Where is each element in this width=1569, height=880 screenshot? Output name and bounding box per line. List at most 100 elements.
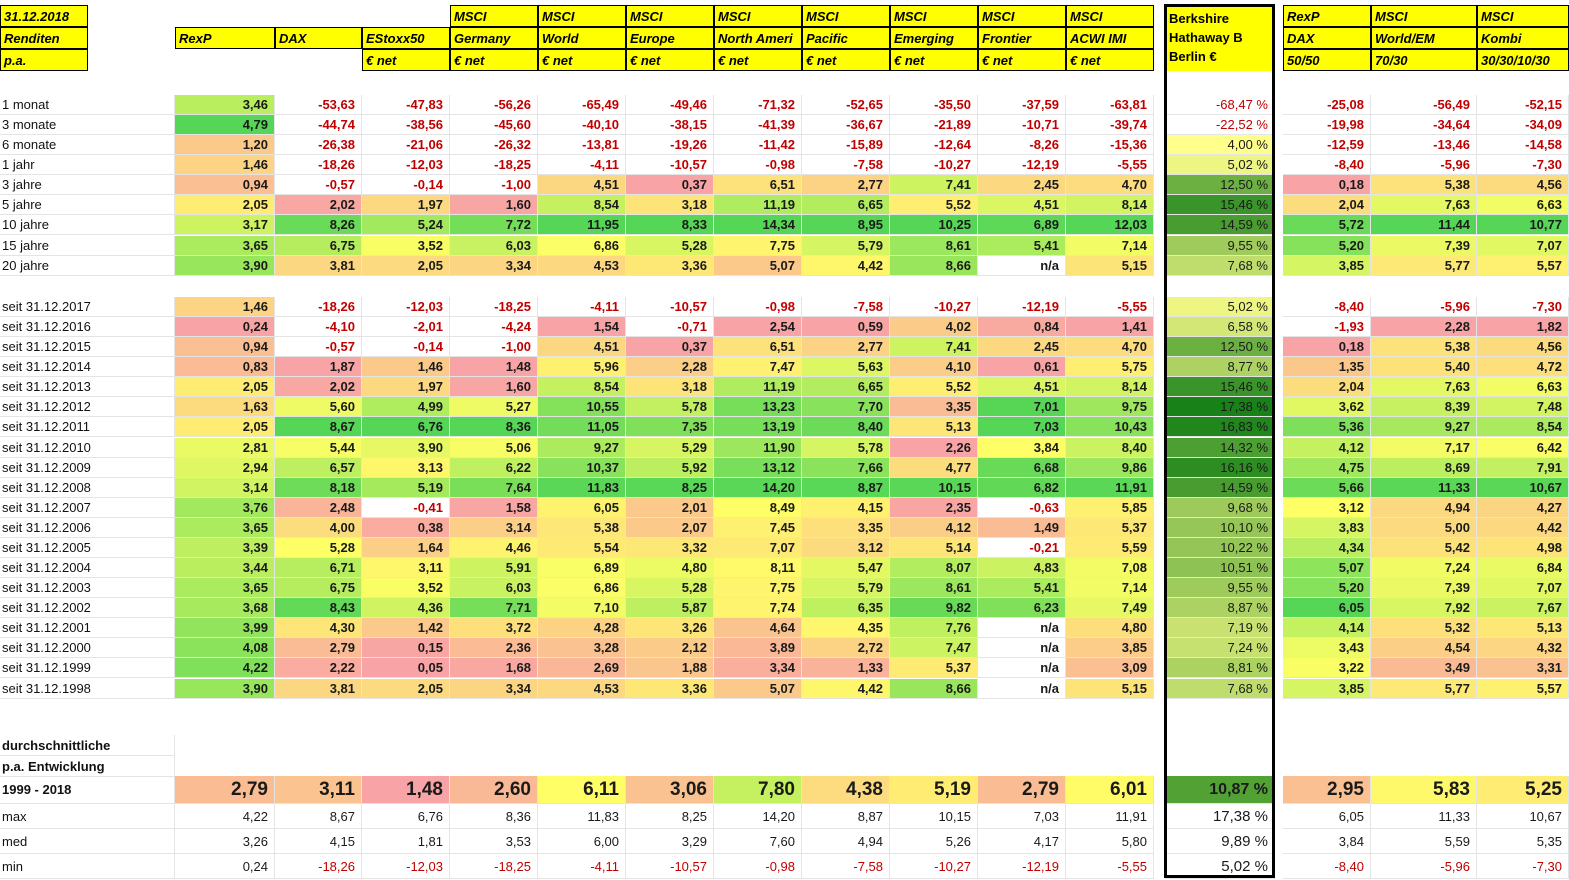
- value-cell: 8,54: [538, 377, 626, 398]
- value-cell: 7,75: [714, 578, 802, 599]
- value-cell: 8,66: [890, 255, 978, 276]
- value-cell: 2,05: [175, 417, 275, 438]
- value-cell: 5,37: [890, 658, 978, 679]
- value-cell: 6,22: [450, 457, 538, 478]
- value-cell: 8,33: [626, 215, 714, 236]
- value-cell: -39,74: [1066, 115, 1154, 136]
- average-value: 4,38: [802, 776, 890, 804]
- value-cell: 4,00: [275, 517, 362, 538]
- value-cell: 4,32: [1477, 638, 1569, 659]
- value-cell: 4,80: [626, 558, 714, 579]
- value-cell: 5,42: [1371, 537, 1477, 558]
- value-cell: -36,67: [802, 115, 890, 136]
- value-cell: 2,81: [175, 437, 275, 458]
- value-cell: 2,07: [626, 517, 714, 538]
- value-cell: 4,77: [890, 457, 978, 478]
- value-cell: 5,41: [978, 578, 1066, 599]
- value-cell: 2,77: [802, 337, 890, 358]
- value-cell: -4,10: [275, 317, 362, 338]
- value-cell: 11,95: [538, 215, 626, 236]
- column-header: € net: [978, 49, 1066, 71]
- value-cell: 1,68: [450, 658, 538, 679]
- average-value: 6,11: [538, 776, 626, 804]
- value-cell: 2,05: [362, 678, 450, 699]
- value-cell: 1,60: [450, 195, 538, 216]
- value-cell: n/a: [978, 638, 1066, 659]
- value-cell: 6,35: [802, 598, 890, 619]
- value-cell: 5,78: [802, 437, 890, 458]
- value-cell: 3,49: [1371, 658, 1477, 679]
- value-cell: 0,83: [175, 357, 275, 378]
- value-cell: 2,04: [1283, 195, 1371, 216]
- value-cell: 3,90: [175, 678, 275, 699]
- berkshire-value: 14,32 %: [1165, 437, 1275, 458]
- value-cell: 5,36: [1283, 417, 1371, 438]
- value-cell: 6,05: [538, 497, 626, 518]
- column-header: € net: [714, 49, 802, 71]
- value-cell: -0,21: [978, 537, 1066, 558]
- value-cell: -15,36: [1066, 135, 1154, 156]
- value-cell: 11,05: [538, 417, 626, 438]
- row-label: seit 31.12.2013: [0, 377, 175, 398]
- value-cell: 7,10: [538, 598, 626, 619]
- value-cell: 5,92: [626, 457, 714, 478]
- value-cell: 4,15: [802, 497, 890, 518]
- value-cell: 3,85: [1283, 255, 1371, 276]
- value-cell: 10,15: [890, 477, 978, 498]
- value-cell: 3,46: [175, 95, 275, 115]
- row-label: 15 jahre: [0, 235, 175, 256]
- average-value: 2,79: [175, 776, 275, 804]
- value-cell: 5,47: [802, 558, 890, 579]
- value-cell: 0,24: [175, 317, 275, 338]
- value-cell: 3,14: [175, 477, 275, 498]
- column-header: RexP: [175, 27, 275, 49]
- value-cell: 9,86: [1066, 457, 1154, 478]
- value-cell: -0,41: [362, 497, 450, 518]
- value-cell: 3,90: [362, 437, 450, 458]
- value-cell: 0,59: [802, 317, 890, 338]
- value-cell: -35,50: [890, 95, 978, 115]
- value-cell: 7,07: [714, 537, 802, 558]
- value-cell: 8,95: [802, 215, 890, 236]
- value-cell: 0,18: [1283, 337, 1371, 358]
- value-cell: 8,61: [890, 235, 978, 256]
- value-cell: 1,49: [978, 517, 1066, 538]
- value-cell: -41,39: [714, 115, 802, 136]
- column-header: ACWI IMI: [1066, 27, 1154, 49]
- value-cell: 5,79: [802, 235, 890, 256]
- value-cell: -26,32: [450, 135, 538, 156]
- value-cell: 8,87: [802, 477, 890, 498]
- value-cell: 3,34: [714, 658, 802, 679]
- value-cell: 3,35: [890, 397, 978, 418]
- stat-value: 9,89 %: [1165, 829, 1275, 854]
- column-header: DAX: [275, 27, 362, 49]
- value-cell: 5,63: [802, 357, 890, 378]
- value-cell: 6,63: [1477, 195, 1569, 216]
- stat-value: 8,67: [275, 804, 362, 829]
- value-cell: -38,15: [626, 115, 714, 136]
- value-cell: 4,72: [1477, 357, 1569, 378]
- average-value: 7,80: [714, 776, 802, 804]
- value-cell: -65,49: [538, 95, 626, 115]
- stat-value: 4,15: [275, 829, 362, 854]
- column-header: MSCI: [1477, 5, 1569, 27]
- value-cell: -38,56: [362, 115, 450, 136]
- value-cell: 6,89: [538, 558, 626, 579]
- value-cell: 14,20: [714, 477, 802, 498]
- value-cell: -52,15: [1477, 95, 1569, 115]
- value-cell: 4,51: [978, 195, 1066, 216]
- stat-value: 11,83: [538, 804, 626, 829]
- value-cell: -0,98: [714, 297, 802, 317]
- row-label: seit 31.12.2017: [0, 297, 175, 317]
- value-cell: 3,11: [362, 558, 450, 579]
- column-header: € net: [450, 49, 538, 71]
- column-header: € net: [362, 49, 450, 71]
- value-cell: 3,13: [362, 457, 450, 478]
- value-cell: 5,38: [1371, 175, 1477, 196]
- stat-value: 1,81: [362, 829, 450, 854]
- value-cell: 11,90: [714, 437, 802, 458]
- value-cell: 4,36: [362, 598, 450, 619]
- value-cell: -15,89: [802, 135, 890, 156]
- value-cell: 1,42: [362, 618, 450, 639]
- value-cell: 4,22: [175, 658, 275, 679]
